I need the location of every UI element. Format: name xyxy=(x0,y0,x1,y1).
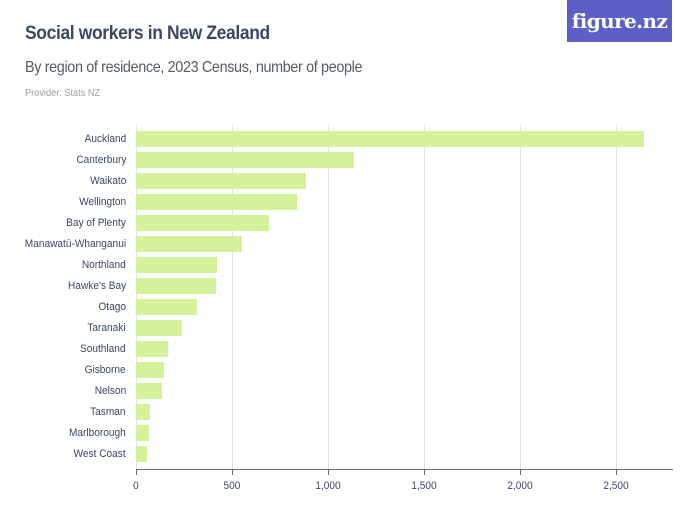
bar-otago[interactable] xyxy=(136,299,198,315)
category-label: Southland xyxy=(80,343,126,355)
category-label: Gisborne xyxy=(84,364,126,376)
category-label: Canterbury xyxy=(75,154,126,166)
category-label: Auckland xyxy=(84,133,126,145)
x-tick-label: 500 xyxy=(223,480,241,492)
x-axis-tick xyxy=(520,469,521,475)
x-axis-tick xyxy=(424,469,425,475)
x-tick-label: 1,500 xyxy=(411,480,437,492)
category-label: West Coast xyxy=(73,448,126,460)
category-label: Wellington xyxy=(78,196,126,208)
x-tick-label: 1,000 xyxy=(315,480,341,492)
category-label: Manawatū-Whanganui xyxy=(24,238,126,250)
gridline xyxy=(520,125,521,469)
chart-title: Social workers in New Zealand xyxy=(25,23,270,44)
category-label: Otago xyxy=(98,301,126,313)
bar-southland[interactable] xyxy=(136,341,168,357)
bar-gisborne[interactable] xyxy=(136,362,164,378)
bar-bay-of-plenty[interactable] xyxy=(136,215,270,231)
category-label: Bay of Plenty xyxy=(66,217,126,229)
gridline xyxy=(328,125,329,469)
gridline xyxy=(424,125,425,469)
x-tick-label: 0 xyxy=(133,480,139,492)
category-label: Waikato xyxy=(89,175,126,187)
figure-nz-logo[interactable]: figure.nz xyxy=(567,0,672,42)
bar-waikato[interactable] xyxy=(136,173,307,189)
bar-marlborough[interactable] xyxy=(136,425,149,441)
chart-subtitle: By region of residence, 2023 Census, num… xyxy=(25,59,363,76)
x-axis-line xyxy=(136,469,673,470)
bar-nelson[interactable] xyxy=(136,383,163,399)
x-tick-label: 2,500 xyxy=(603,480,629,492)
provider-label: Provider: Stats NZ xyxy=(25,88,101,99)
bar-auckland[interactable] xyxy=(136,131,645,147)
bar-tasman[interactable] xyxy=(136,404,151,420)
category-label: Hawke's Bay xyxy=(67,280,126,292)
category-label: Marlborough xyxy=(69,427,126,439)
x-axis-tick xyxy=(136,469,137,475)
gridline xyxy=(232,125,233,469)
bar-hawke-s-bay[interactable] xyxy=(136,278,216,294)
y-axis-line xyxy=(136,125,137,469)
category-label: Nelson xyxy=(94,385,126,397)
bar-manawat-whanganui[interactable] xyxy=(136,236,242,252)
logo-text: figure.nz xyxy=(571,9,668,33)
bar-west-coast[interactable] xyxy=(136,446,147,462)
gridline xyxy=(616,125,617,469)
bar-taranaki[interactable] xyxy=(136,320,182,336)
x-axis-tick xyxy=(328,469,329,475)
x-axis-tick xyxy=(616,469,617,475)
category-label: Northland xyxy=(82,259,126,271)
x-axis-tick xyxy=(232,469,233,475)
category-label: Taranaki xyxy=(87,322,126,334)
bar-northland[interactable] xyxy=(136,257,218,273)
bar-canterbury[interactable] xyxy=(136,152,355,168)
category-label: Tasman xyxy=(90,406,126,418)
bar-wellington[interactable] xyxy=(136,194,298,210)
x-tick-label: 2,000 xyxy=(507,480,533,492)
